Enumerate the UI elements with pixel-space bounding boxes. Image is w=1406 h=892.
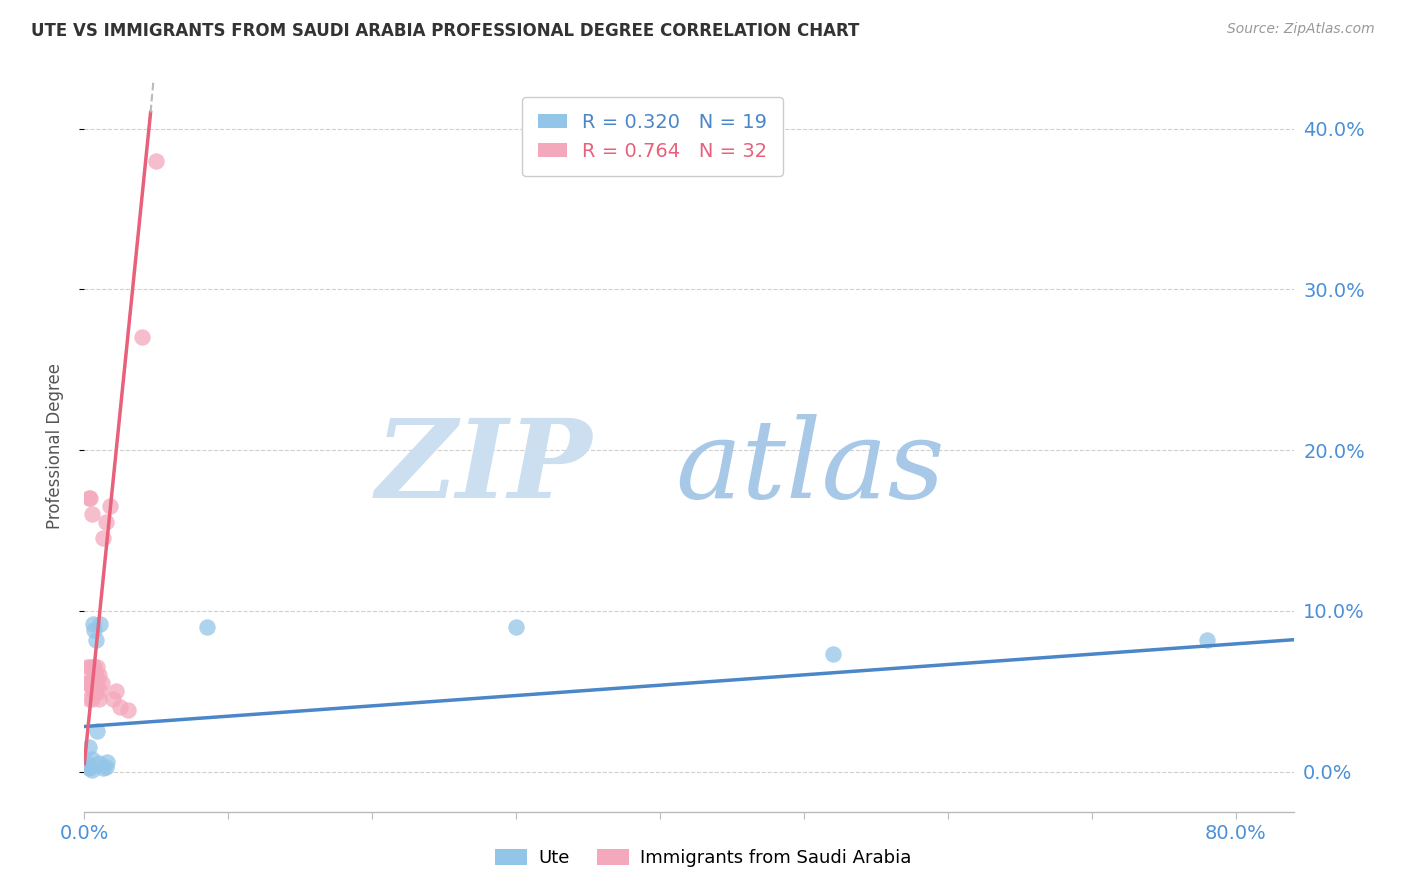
- Point: [79, 491, 101, 506]
- Legend: R = 0.320   N = 19, R = 0.764   N = 32: R = 0.320 N = 19, R = 0.764 N = 32: [522, 97, 783, 176]
- Point: [83, 623, 105, 637]
- Point: [87, 692, 110, 706]
- Point: [76, 676, 98, 690]
- Point: [91, 532, 114, 546]
- Point: [110, 700, 132, 714]
- Point: [131, 330, 153, 344]
- Point: [145, 153, 167, 168]
- Point: [79, 760, 101, 774]
- Point: [821, 647, 844, 661]
- Point: [117, 703, 139, 717]
- Point: [91, 761, 114, 775]
- Point: [86, 724, 108, 739]
- Point: [77, 761, 100, 775]
- Point: [89, 616, 111, 631]
- Point: [87, 756, 110, 771]
- Point: [83, 660, 105, 674]
- Point: [84, 684, 107, 698]
- Text: atlas: atlas: [675, 414, 945, 522]
- Point: [77, 676, 100, 690]
- Point: [98, 500, 121, 514]
- Point: [80, 676, 103, 690]
- Point: [80, 508, 103, 522]
- Point: [80, 692, 103, 706]
- Point: [94, 760, 117, 774]
- Point: [77, 740, 100, 755]
- Point: [195, 620, 218, 634]
- Point: [1197, 632, 1219, 647]
- Point: [82, 616, 104, 631]
- Point: [105, 684, 128, 698]
- Point: [79, 660, 101, 674]
- Point: [89, 684, 111, 698]
- Point: [82, 660, 104, 674]
- Point: [82, 684, 104, 698]
- Point: [87, 668, 110, 682]
- Legend: Ute, Immigrants from Saudi Arabia: Ute, Immigrants from Saudi Arabia: [488, 841, 918, 874]
- Text: UTE VS IMMIGRANTS FROM SAUDI ARABIA PROFESSIONAL DEGREE CORRELATION CHART: UTE VS IMMIGRANTS FROM SAUDI ARABIA PROF…: [31, 22, 859, 40]
- Point: [94, 516, 117, 530]
- Point: [76, 756, 98, 771]
- Point: [86, 676, 108, 690]
- Point: [83, 684, 105, 698]
- Point: [75, 676, 97, 690]
- Point: [90, 676, 112, 690]
- Point: [80, 763, 103, 777]
- Point: [86, 660, 108, 674]
- Point: [76, 660, 98, 674]
- Text: ZIP: ZIP: [375, 414, 592, 522]
- Point: [77, 491, 100, 506]
- Point: [96, 755, 118, 769]
- Y-axis label: Professional Degree: Professional Degree: [45, 363, 63, 529]
- Text: Source: ZipAtlas.com: Source: ZipAtlas.com: [1227, 22, 1375, 37]
- Point: [101, 692, 124, 706]
- Point: [77, 692, 100, 706]
- Point: [84, 632, 107, 647]
- Point: [505, 620, 527, 634]
- Point: [84, 668, 107, 682]
- Point: [80, 752, 103, 766]
